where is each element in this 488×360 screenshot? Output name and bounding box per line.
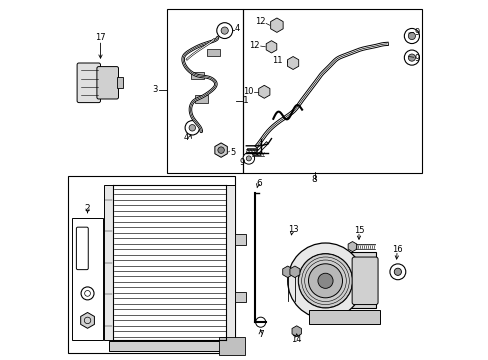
Text: 16: 16	[392, 245, 402, 253]
Circle shape	[407, 54, 415, 61]
Circle shape	[407, 32, 415, 40]
Circle shape	[308, 264, 342, 298]
Circle shape	[298, 253, 352, 308]
Circle shape	[81, 287, 94, 300]
FancyBboxPatch shape	[76, 227, 88, 270]
Bar	[167, 9, 242, 173]
Text: 11: 11	[271, 55, 282, 65]
Bar	[68, 176, 235, 353]
FancyBboxPatch shape	[97, 67, 118, 99]
Circle shape	[287, 243, 363, 319]
FancyBboxPatch shape	[351, 257, 377, 305]
Bar	[226, 185, 235, 340]
Text: 7: 7	[257, 330, 263, 338]
Text: 12: 12	[249, 40, 260, 49]
Circle shape	[185, 121, 199, 135]
Text: 14: 14	[291, 335, 301, 343]
Text: 9: 9	[239, 158, 244, 167]
Bar	[309, 310, 379, 324]
Text: 8: 8	[311, 175, 317, 184]
Text: 3: 3	[152, 85, 158, 94]
Text: 10: 10	[243, 87, 253, 96]
Circle shape	[393, 268, 401, 275]
Bar	[104, 185, 113, 340]
Text: 13: 13	[287, 225, 298, 234]
Bar	[249, 152, 260, 155]
Circle shape	[404, 28, 419, 44]
Circle shape	[246, 156, 251, 161]
Bar	[235, 292, 246, 302]
Circle shape	[389, 264, 405, 280]
Bar	[328, 252, 375, 308]
Bar	[194, 95, 207, 103]
Bar	[109, 341, 239, 351]
Circle shape	[189, 125, 195, 131]
Circle shape	[243, 153, 254, 164]
Text: 5: 5	[230, 148, 235, 157]
Text: 1: 1	[242, 96, 248, 105]
Circle shape	[218, 147, 224, 153]
FancyBboxPatch shape	[77, 63, 101, 103]
Bar	[247, 148, 257, 150]
Text: 6: 6	[256, 179, 261, 188]
Bar	[117, 77, 123, 88]
Bar	[207, 49, 220, 56]
Circle shape	[216, 23, 232, 39]
Text: 9: 9	[413, 28, 419, 37]
Text: 4: 4	[183, 133, 188, 142]
Circle shape	[221, 27, 228, 34]
Text: 2: 2	[84, 204, 90, 213]
Text: 15: 15	[354, 226, 364, 235]
Bar	[191, 72, 204, 79]
Text: 4: 4	[234, 24, 239, 33]
Circle shape	[404, 50, 419, 65]
Circle shape	[255, 317, 265, 327]
Circle shape	[317, 273, 332, 288]
Bar	[72, 218, 103, 340]
Text: 12: 12	[254, 17, 265, 26]
Bar	[219, 337, 244, 355]
Bar	[235, 234, 246, 245]
Text: 9: 9	[413, 54, 419, 63]
Text: 17: 17	[95, 33, 105, 42]
Bar	[242, 9, 421, 173]
